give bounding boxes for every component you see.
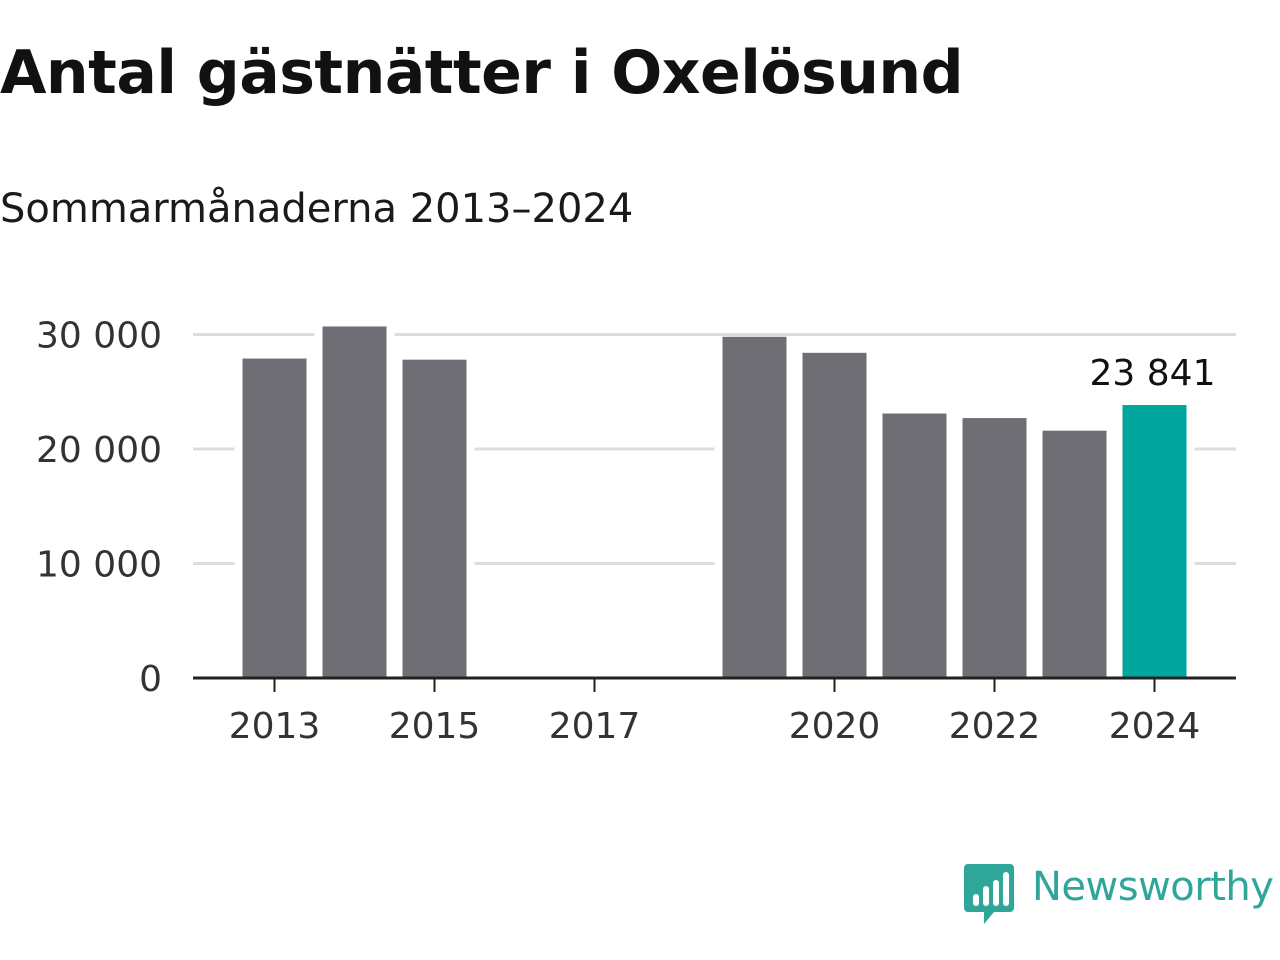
x-tick-label: 2024 — [1109, 706, 1201, 747]
bar-2014 — [322, 326, 387, 678]
x-tick-label: 2015 — [389, 706, 481, 747]
bars — [242, 326, 1187, 678]
bar-chart-speech-bubble-icon — [964, 864, 1014, 924]
bar-2013 — [242, 358, 307, 678]
x-tick-label: 2022 — [949, 706, 1041, 747]
chart-title: Antal gästnätter i Oxelösund — [0, 38, 964, 108]
y-tick-label: 10 000 — [36, 545, 162, 586]
x-tick-label: 2020 — [789, 706, 881, 747]
y-tick-label: 30 000 — [36, 316, 162, 357]
chart-subtitle: Sommarmånaderna 2013–2024 — [0, 186, 634, 232]
bar-2015 — [402, 359, 467, 678]
y-tick-label: 20 000 — [36, 430, 162, 471]
bar-2024 — [1122, 405, 1187, 678]
x-axis-labels: 2013 2015 2017 2020 2022 2024 — [229, 706, 1201, 747]
bar-2020 — [802, 352, 867, 678]
bar-2022 — [962, 418, 1027, 678]
bar-2021 — [882, 413, 947, 678]
y-axis-labels: 0 10 000 20 000 30 000 — [36, 316, 162, 701]
x-axis — [193, 676, 1236, 692]
bar-2019 — [722, 336, 787, 678]
logo-text: Newsworthy — [1032, 864, 1274, 910]
x-tick-label: 2017 — [549, 706, 641, 747]
highlight-value-label: 23 841 — [1090, 353, 1216, 394]
newsworthy-logo: Newsworthy — [964, 864, 1274, 926]
y-tick-label: 0 — [139, 659, 162, 700]
annotations: 23 841 — [1090, 353, 1216, 394]
x-tick-label: 2013 — [229, 706, 321, 747]
bar-2023 — [1042, 430, 1107, 678]
